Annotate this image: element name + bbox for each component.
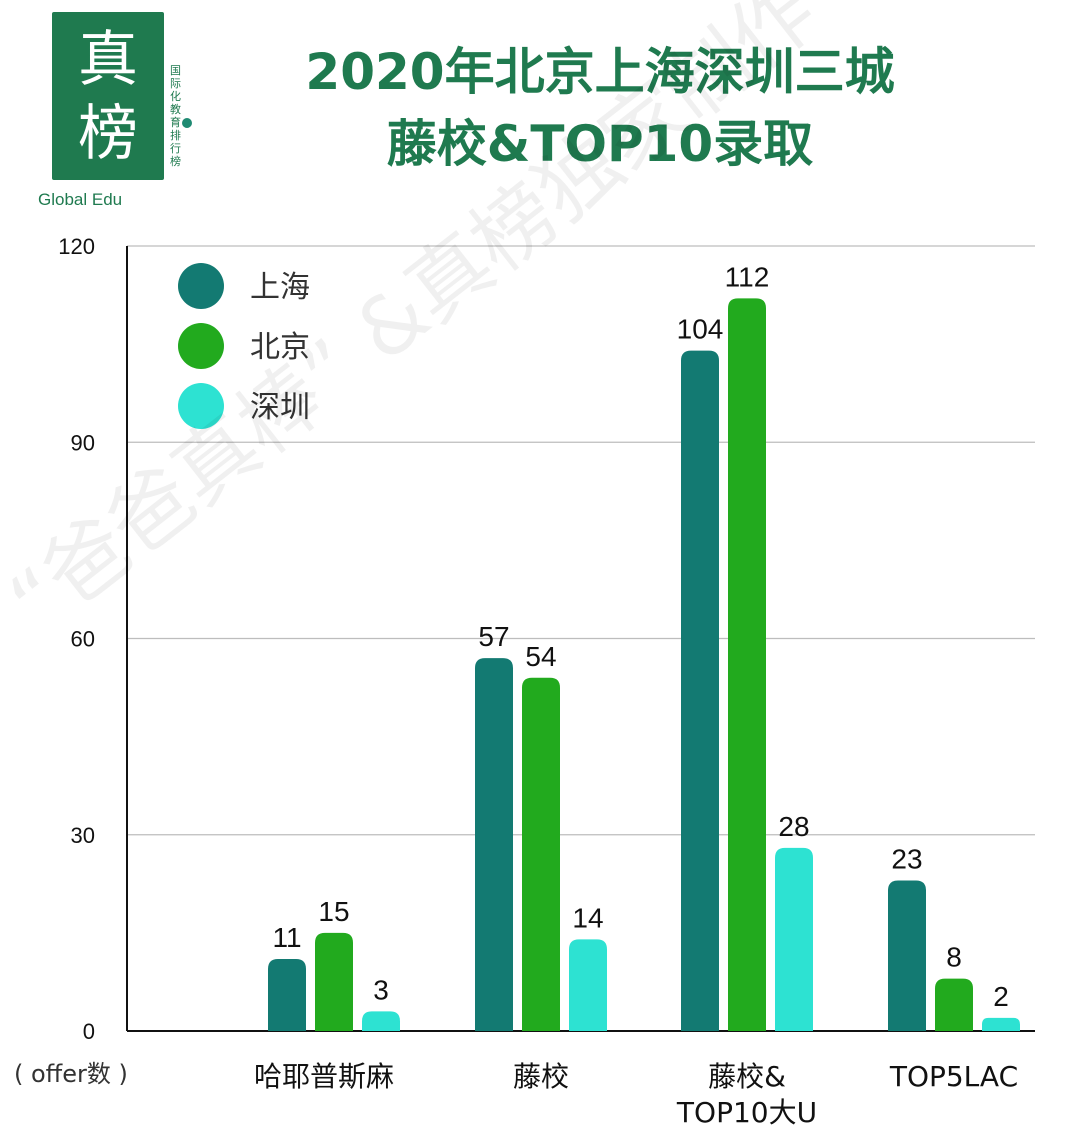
legend-label-上海: 上海 bbox=[250, 270, 310, 305]
bar-深圳-0 bbox=[362, 1011, 400, 1031]
bar-value-label-北京-3: 8 bbox=[946, 942, 962, 973]
bar-深圳-3 bbox=[982, 1017, 1020, 1031]
x-category-label-2-1: TOP10大U bbox=[676, 1096, 817, 1129]
chart-title-line-1: 2020年北京上海深圳三城 bbox=[305, 43, 895, 101]
logo-english: Global Edu bbox=[38, 190, 123, 209]
decorative-dot bbox=[182, 118, 192, 128]
x-category-label-3-0: TOP5LAC bbox=[889, 1060, 1018, 1093]
chart-title-line-2: 藤校&TOP10录取 bbox=[386, 115, 814, 173]
bar-上海-1 bbox=[475, 658, 513, 1031]
bar-北京-2 bbox=[728, 298, 766, 1031]
bar-value-label-上海-1: 57 bbox=[478, 621, 509, 652]
x-category-label-2-0: 藤校& bbox=[708, 1060, 786, 1093]
bar-上海-2 bbox=[681, 350, 719, 1032]
bar-value-label-北京-0: 15 bbox=[318, 896, 349, 927]
bar-value-label-北京-2: 112 bbox=[725, 261, 770, 292]
x-category-label-0-0: 哈耶普斯麻 bbox=[254, 1060, 394, 1093]
logo-badge: 真 榜 bbox=[52, 12, 164, 180]
logo-char-1: 真 bbox=[78, 25, 138, 95]
bar-value-label-深圳-0: 3 bbox=[373, 974, 389, 1005]
bar-value-label-深圳-1: 14 bbox=[572, 902, 603, 933]
y-tick-label-120: 120 bbox=[58, 234, 95, 259]
bar-value-label-北京-1: 54 bbox=[525, 641, 556, 672]
y-tick-label-0: 0 bbox=[83, 1019, 95, 1044]
bar-北京-0 bbox=[315, 932, 353, 1031]
bar-value-label-上海-0: 11 bbox=[272, 922, 301, 953]
logo-subtitle: 国际化教育排行榜 bbox=[170, 64, 181, 168]
bar-深圳-1 bbox=[569, 939, 607, 1031]
bar-上海-3 bbox=[888, 880, 926, 1031]
bar-value-label-上海-3: 23 bbox=[891, 844, 922, 875]
y-tick-label-60: 60 bbox=[71, 627, 95, 652]
bar-value-label-上海-2: 104 bbox=[677, 314, 724, 345]
bar-深圳-2 bbox=[775, 847, 813, 1031]
y-tick-label-90: 90 bbox=[71, 430, 95, 455]
chart-title: 2020年北京上海深圳三城 藤校&TOP10录取 bbox=[200, 36, 1000, 180]
logo: 真 榜 国际化教育排行榜 Global Edu bbox=[30, 12, 190, 212]
bar-上海-0 bbox=[268, 959, 306, 1031]
bar-value-label-深圳-3: 2 bbox=[993, 981, 1009, 1012]
logo-char-2: 榜 bbox=[78, 99, 138, 169]
legend-label-北京: 北京 bbox=[250, 330, 310, 365]
bar-北京-1 bbox=[522, 677, 560, 1031]
y-tick-label-30: 30 bbox=[71, 823, 95, 848]
bar-北京-3 bbox=[935, 978, 973, 1031]
legend-label-深圳: 深圳 bbox=[250, 390, 310, 425]
y-axis-unit-label: ( offer数 ) bbox=[14, 1060, 128, 1088]
legend-swatch-北京 bbox=[178, 323, 224, 369]
legend-swatch-深圳 bbox=[178, 383, 224, 429]
legend-swatch-上海 bbox=[178, 263, 224, 309]
bar-value-label-深圳-2: 28 bbox=[778, 811, 809, 842]
x-category-label-1-0: 藤校 bbox=[513, 1060, 569, 1093]
